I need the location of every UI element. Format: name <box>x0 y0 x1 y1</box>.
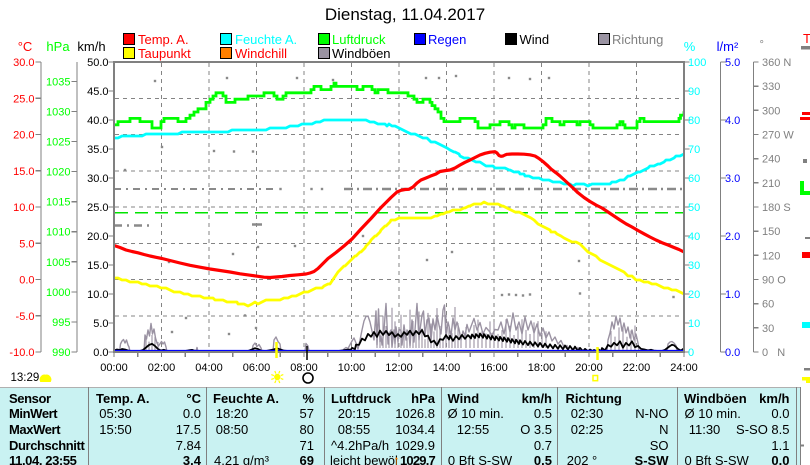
svg-text:20: 20 <box>688 289 700 301</box>
svg-text:90: 90 <box>688 86 700 98</box>
svg-text:04:00: 04:00 <box>195 362 223 374</box>
svg-text:990: 990 <box>52 347 70 359</box>
svg-text:10:00: 10:00 <box>338 362 366 374</box>
svg-text:300: 300 <box>762 105 780 117</box>
svg-text:14:00: 14:00 <box>433 362 461 374</box>
svg-text:16:00: 16:00 <box>480 362 508 374</box>
svg-text:30.0: 30.0 <box>87 173 108 185</box>
svg-text:40: 40 <box>688 231 700 243</box>
svg-text:km/h: km/h <box>77 39 105 54</box>
svg-text:0.0: 0.0 <box>93 347 108 359</box>
svg-text:l/m²: l/m² <box>717 39 739 54</box>
svg-text:80: 80 <box>688 115 700 127</box>
svg-text:30.0: 30.0 <box>13 57 34 69</box>
svg-text:5.0: 5.0 <box>93 318 108 330</box>
svg-text:60: 60 <box>762 299 774 311</box>
svg-text:70: 70 <box>688 144 700 156</box>
svg-text:18:00: 18:00 <box>528 362 556 374</box>
svg-text:°C: °C <box>18 39 33 54</box>
svg-text:3.0: 3.0 <box>725 173 740 185</box>
svg-text:5.0: 5.0 <box>725 57 740 69</box>
svg-text:°: ° <box>760 39 764 51</box>
svg-text:330: 330 <box>762 81 780 93</box>
svg-text:1000: 1000 <box>46 287 70 299</box>
svg-text:120: 120 <box>762 250 780 262</box>
svg-text:30: 30 <box>688 260 700 272</box>
svg-text:5.0: 5.0 <box>19 238 34 250</box>
svg-text:1035: 1035 <box>46 76 70 88</box>
svg-text:360 N: 360 N <box>762 57 791 69</box>
svg-text:10.0: 10.0 <box>87 289 108 301</box>
svg-text:2.0: 2.0 <box>725 231 740 243</box>
svg-text:1025: 1025 <box>46 137 70 149</box>
svg-text:30: 30 <box>762 323 774 335</box>
svg-text:00:00: 00:00 <box>100 362 128 374</box>
svg-text:50.0: 50.0 <box>87 57 108 69</box>
svg-text:150: 150 <box>762 226 780 238</box>
svg-text:1010: 1010 <box>46 227 70 239</box>
svg-text:90 O: 90 O <box>762 275 786 287</box>
svg-text:0: 0 <box>688 347 694 359</box>
svg-text:-10.0: -10.0 <box>9 347 34 359</box>
svg-text:10.0: 10.0 <box>13 202 34 214</box>
svg-text:0.0: 0.0 <box>725 347 740 359</box>
svg-text:15.0: 15.0 <box>87 260 108 272</box>
svg-text:12:00: 12:00 <box>385 362 413 374</box>
svg-text:13:29: 13:29 <box>11 372 40 384</box>
svg-text:%: % <box>684 39 696 54</box>
svg-text:22:00: 22:00 <box>623 362 651 374</box>
svg-text:1030: 1030 <box>46 106 70 118</box>
svg-text:0.0: 0.0 <box>19 275 34 287</box>
svg-text:1020: 1020 <box>46 167 70 179</box>
svg-text:20.0: 20.0 <box>87 231 108 243</box>
svg-text:100: 100 <box>688 57 706 69</box>
svg-text:180 S: 180 S <box>762 202 791 214</box>
svg-text:25.0: 25.0 <box>13 93 34 105</box>
svg-text:210: 210 <box>762 178 780 190</box>
svg-text:0 N: 0 N <box>762 347 785 359</box>
svg-text:08:00: 08:00 <box>290 362 318 374</box>
svg-text:24:00: 24:00 <box>670 362 698 374</box>
svg-text:50: 50 <box>688 202 700 214</box>
svg-text:1015: 1015 <box>46 197 70 209</box>
svg-text:35.0: 35.0 <box>87 144 108 156</box>
svg-text:06:00: 06:00 <box>243 362 271 374</box>
svg-text:45.0: 45.0 <box>87 86 108 98</box>
svg-text:25.0: 25.0 <box>87 202 108 214</box>
svg-text:10: 10 <box>688 318 700 330</box>
svg-text:40.0: 40.0 <box>87 115 108 127</box>
svg-text:60: 60 <box>688 173 700 185</box>
svg-text:1005: 1005 <box>46 257 70 269</box>
svg-text:02:00: 02:00 <box>148 362 176 374</box>
svg-text:240: 240 <box>762 154 780 166</box>
svg-text:1.0: 1.0 <box>725 289 740 301</box>
svg-text:270 W: 270 W <box>762 130 794 142</box>
svg-text:4.0: 4.0 <box>725 115 740 127</box>
svg-text:20.0: 20.0 <box>13 130 34 142</box>
svg-text:hPa: hPa <box>46 39 70 54</box>
svg-text:-5.0: -5.0 <box>16 311 35 323</box>
svg-text:20:00: 20:00 <box>575 362 603 374</box>
svg-text:T: T <box>803 31 810 46</box>
svg-text:995: 995 <box>52 317 70 329</box>
svg-text:15.0: 15.0 <box>13 166 34 178</box>
